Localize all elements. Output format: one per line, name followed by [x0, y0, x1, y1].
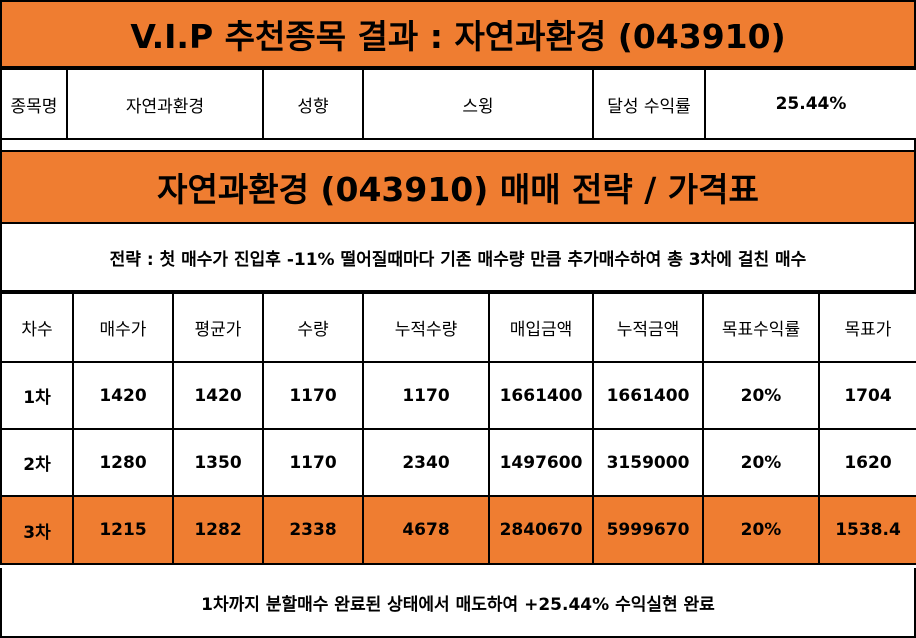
return-label: 달성 수익률: [592, 68, 706, 140]
header-target-price: 목표가: [818, 292, 916, 363]
cell-target-return: 20%: [702, 428, 820, 497]
cell-round: 1차: [0, 361, 74, 430]
section-gap: [0, 140, 916, 152]
cell-buy-amount: 1661400: [488, 361, 594, 430]
table-row-highlighted: 3차 1215 1282 2338 4678 2840670 5999670 2…: [0, 495, 916, 565]
cell-quantity: 1170: [262, 361, 364, 430]
cell-buy-amount: 1497600: [488, 428, 594, 497]
cell-cum-amount: 1661400: [592, 361, 704, 430]
cell-round: 3차: [0, 495, 74, 565]
cell-target-price: 1538.4: [818, 495, 916, 565]
header-avg-price: 평균가: [172, 292, 264, 363]
price-table: 차수 매수가 평균가 수량 누적수량 매입금액 누적금액 목표수익률 목표가 1…: [0, 292, 916, 565]
cell-quantity: 1170: [262, 428, 364, 497]
header-round: 차수: [0, 292, 74, 363]
header-buy-amount: 매입금액: [488, 292, 594, 363]
cell-buy-price: 1280: [72, 428, 174, 497]
cell-target-price: 1704: [818, 361, 916, 430]
cell-quantity: 2338: [262, 495, 364, 565]
stock-info-row: 종목명 자연과환경 성향 스윙 달성 수익률 25.44%: [0, 68, 916, 140]
return-value: 25.44%: [704, 68, 916, 140]
cell-buy-price: 1215: [72, 495, 174, 565]
header-cum-quantity: 누적수량: [362, 292, 490, 363]
cell-cum-amount: 5999670: [592, 495, 704, 565]
stock-info-table: 종목명 자연과환경 성향 스윙 달성 수익률 25.44%: [0, 68, 916, 140]
cell-target-return: 20%: [702, 361, 820, 430]
cell-cum-quantity: 1170: [362, 361, 490, 430]
stock-name-value: 자연과환경: [66, 68, 264, 140]
table-row: 1차 1420 1420 1170 1170 1661400 1661400 2…: [0, 361, 916, 430]
cell-round: 2차: [0, 428, 74, 497]
cell-avg-price: 1282: [172, 495, 264, 565]
header-buy-price: 매수가: [72, 292, 174, 363]
cell-buy-amount: 2840670: [488, 495, 594, 565]
header-target-return: 목표수익률: [702, 292, 820, 363]
cell-cum-quantity: 2340: [362, 428, 490, 497]
cell-target-price: 1620: [818, 428, 916, 497]
cell-cum-amount: 3159000: [592, 428, 704, 497]
result-footer: 1차까지 분할매수 완료된 상태에서 매도하여 +25.44% 수익실현 완료: [0, 568, 916, 638]
cell-cum-quantity: 4678: [362, 495, 490, 565]
strategy-title: 자연과환경 (043910) 매매 전략 / 가격표: [0, 152, 916, 224]
header-quantity: 수량: [262, 292, 364, 363]
cell-target-return: 20%: [702, 495, 820, 565]
cell-avg-price: 1420: [172, 361, 264, 430]
header-cum-amount: 누적금액: [592, 292, 704, 363]
table-header-row: 차수 매수가 평균가 수량 누적수량 매입금액 누적금액 목표수익률 목표가: [0, 292, 916, 363]
page-title: V.I.P 추천종목 결과 : 자연과환경 (043910): [0, 0, 916, 68]
cell-buy-price: 1420: [72, 361, 174, 430]
table-row: 2차 1280 1350 1170 2340 1497600 3159000 2…: [0, 428, 916, 497]
cell-avg-price: 1350: [172, 428, 264, 497]
stock-name-label: 종목명: [0, 68, 68, 140]
style-label: 성향: [262, 68, 364, 140]
style-value: 스윙: [362, 68, 594, 140]
strategy-description: 전략 : 첫 매수가 진입후 -11% 떨어질때마다 기존 매수량 만큼 추가매…: [0, 224, 916, 292]
